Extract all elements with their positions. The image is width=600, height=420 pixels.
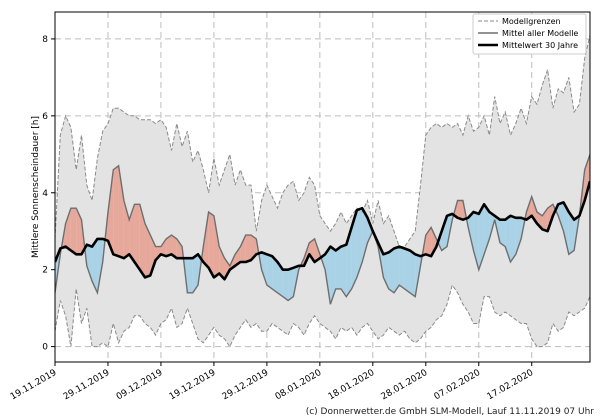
- below-average-area: [92, 238, 98, 293]
- model-upper-bound-line: [55, 34, 590, 248]
- below-average-area: [563, 202, 569, 255]
- x-tick-label: 17.02.2020: [486, 368, 536, 403]
- below-average-area: [277, 262, 283, 297]
- x-tick-label: 29.11.2019: [62, 368, 112, 403]
- y-tick-label: 6: [42, 112, 48, 122]
- below-average-area: [282, 269, 289, 301]
- below-average-area: [325, 246, 331, 305]
- below-average-area: [499, 219, 506, 247]
- model-lower-bound-line: [55, 283, 590, 348]
- below-average-area: [288, 267, 294, 301]
- x-tick-label: 28.01.2020: [380, 368, 430, 403]
- above-average-area: [70, 208, 77, 255]
- y-tick-label: 0: [42, 343, 48, 353]
- x-tick-label: 07.02.2020: [433, 368, 483, 403]
- below-average-area: [558, 202, 564, 232]
- data-layer: [55, 34, 590, 348]
- above-average-area: [425, 227, 432, 257]
- below-average-area: [399, 246, 405, 289]
- x-tick-label: 09.12.2019: [115, 368, 165, 403]
- above-average-area: [224, 258, 230, 280]
- above-average-area: [203, 212, 209, 268]
- above-average-area: [250, 235, 257, 261]
- above-average-area: [208, 212, 214, 278]
- legend-label-modellgrenzen: Modellgrenzen: [502, 17, 561, 26]
- above-average-area: [213, 215, 220, 278]
- below-average-area: [478, 204, 485, 270]
- below-average-area: [86, 244, 93, 282]
- above-average-area: [542, 208, 548, 232]
- above-average-area: [139, 204, 146, 278]
- model-mean-line: [55, 154, 590, 305]
- above-average-area: [118, 165, 124, 259]
- below-average-area: [515, 217, 522, 255]
- legend-box: [472, 13, 587, 55]
- below-average-area: [341, 244, 347, 297]
- below-average-area: [335, 246, 342, 289]
- above-average-area: [123, 200, 130, 259]
- y-axis-ticks: 0 2 4 6 8: [42, 35, 55, 353]
- below-average-area: [261, 252, 267, 286]
- x-tick-label: 08.01.2020: [274, 368, 324, 403]
- above-average-area: [176, 238, 183, 259]
- footer-credit: (c) Donnerwetter.de GmbH SLM-Modell, Lau…: [305, 407, 594, 417]
- above-average-area: [219, 246, 225, 280]
- above-average-area: [240, 235, 246, 262]
- below-average-area: [441, 215, 447, 251]
- below-average-area: [272, 256, 278, 293]
- below-average-area: [266, 254, 273, 289]
- below-average-area: [409, 250, 416, 297]
- x-tick-label: 19.12.2019: [168, 368, 218, 403]
- below-average-area: [468, 212, 474, 251]
- above-average-area: [134, 204, 140, 270]
- above-average-area: [129, 204, 135, 262]
- above-average-area: [171, 235, 177, 259]
- x-tick-label: 18.01.2020: [327, 368, 377, 403]
- below-average-area: [568, 212, 575, 255]
- below-average-area: [510, 215, 516, 262]
- x-axis-ticks: 19.11.2019 29.11.2019 09.12.2019 19.12.2019…: [9, 362, 536, 403]
- below-average-area: [192, 254, 199, 293]
- x-tick-label: 29.12.2019: [221, 368, 271, 403]
- above-average-area: [235, 246, 241, 266]
- below-average-area: [356, 208, 363, 278]
- above-average-area: [65, 208, 71, 251]
- x-tick-label: 19.11.2019: [9, 368, 59, 403]
- y-tick-label: 4: [42, 189, 48, 199]
- below-average-area: [362, 208, 368, 262]
- above-average-area: [160, 238, 167, 257]
- above-average-area: [166, 235, 172, 257]
- thirty-year-mean-line: [55, 180, 590, 281]
- below-average-area: [394, 246, 400, 293]
- above-average-area: [457, 200, 463, 220]
- below-average-area: [351, 210, 357, 289]
- legend-label-mittelwert-30-jahre: Mittelwert 30 Jahre: [502, 41, 578, 50]
- legend-label-mittel-aller-modelle: Mittel aller Modelle: [502, 29, 578, 38]
- y-tick-label: 2: [42, 266, 48, 276]
- above-average-area: [145, 223, 151, 278]
- y-axis-label: Mittlere Sonnenscheindauer [h]: [31, 116, 41, 258]
- below-average-area: [187, 258, 193, 293]
- plot-frame: [54, 11, 591, 363]
- above-average-area: [76, 208, 82, 255]
- above-average-area: [245, 235, 251, 262]
- below-average-area: [388, 248, 395, 293]
- below-average-area: [330, 246, 336, 305]
- legend: Modellgrenzen Mittel aller Modelle Mitte…: [472, 13, 587, 55]
- y-tick-label: 8: [42, 35, 48, 45]
- below-average-area: [97, 238, 103, 293]
- above-average-area: [113, 165, 119, 257]
- below-average-area: [404, 248, 410, 293]
- above-average-area: [107, 169, 114, 255]
